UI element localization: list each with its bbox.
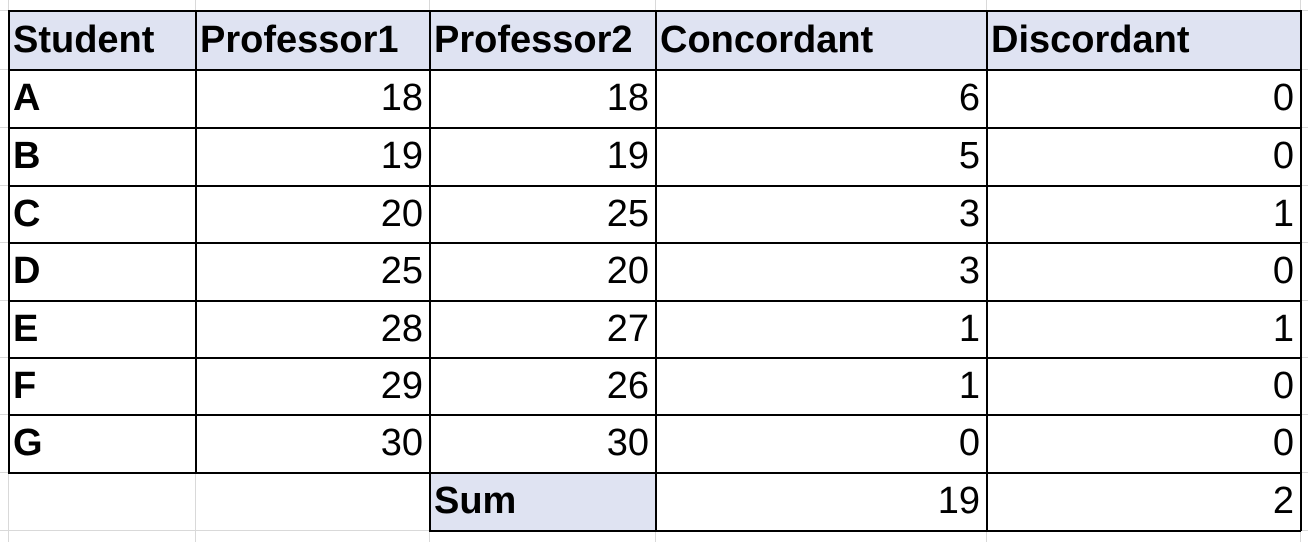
value-cell[interactable]: 1 (958, 364, 980, 407)
value-cell[interactable]: 3 (958, 192, 980, 235)
table-border-horizontal (8, 357, 1301, 359)
table-border-horizontal (8, 300, 1301, 302)
student-cell[interactable]: G (13, 422, 43, 464)
value-cell[interactable]: 0 (1272, 364, 1294, 407)
sum-concordant-cell[interactable]: 19 (937, 480, 980, 522)
table-border-horizontal (8, 10, 1301, 12)
header-cell-student[interactable]: Student (8, 10, 195, 69)
value-cell[interactable]: 25 (606, 192, 649, 235)
value-cell[interactable]: 3 (958, 250, 980, 292)
value-cell[interactable]: 18 (380, 77, 423, 119)
value-cell[interactable]: 0 (1272, 135, 1294, 177)
value-cell[interactable]: 25 (380, 250, 423, 292)
table-border-vertical (8, 10, 10, 473)
student-cell[interactable]: C (13, 192, 41, 235)
value-cell[interactable]: 19 (606, 135, 649, 177)
student-cell[interactable]: F (13, 364, 37, 407)
value-cell[interactable]: 30 (606, 422, 649, 464)
value-cell[interactable]: 0 (1272, 422, 1294, 464)
header-cell-concordant[interactable]: Concordant (655, 10, 986, 69)
sum-border-horizontal (429, 530, 1301, 532)
sum-border-vertical (655, 472, 657, 531)
table-border-vertical (195, 10, 197, 473)
value-cell[interactable]: 29 (380, 364, 423, 407)
header-cell-professor1[interactable]: Professor1 (195, 10, 429, 69)
value-cell[interactable]: 18 (606, 77, 649, 119)
table-border-horizontal (8, 414, 1301, 416)
value-cell[interactable]: 0 (1272, 250, 1294, 292)
value-cell[interactable]: 28 (380, 307, 423, 350)
header-cell-professor2[interactable]: Professor2 (429, 10, 655, 69)
table-border-vertical (429, 10, 431, 473)
value-cell[interactable]: 20 (606, 250, 649, 292)
value-cell[interactable]: 27 (606, 307, 649, 350)
sum-discordant-cell[interactable]: 2 (1272, 480, 1294, 522)
student-cell[interactable]: D (13, 250, 41, 292)
table-border-vertical (1300, 10, 1302, 473)
value-cell[interactable]: 0 (958, 422, 980, 464)
value-cell[interactable]: 30 (380, 422, 423, 464)
table-border-horizontal (8, 242, 1301, 244)
table-border-horizontal (8, 127, 1301, 129)
sum-border-vertical (429, 472, 431, 531)
value-cell[interactable]: 6 (958, 77, 980, 119)
value-cell[interactable]: 19 (380, 135, 423, 177)
value-cell[interactable]: 1 (958, 307, 980, 350)
value-cell[interactable]: 1 (1272, 307, 1294, 350)
student-cell[interactable]: A (13, 77, 41, 119)
value-cell[interactable]: 20 (380, 192, 423, 235)
table-border-horizontal (8, 472, 1301, 474)
student-cell[interactable]: B (13, 135, 41, 177)
table-border-horizontal (8, 185, 1301, 187)
sum-label-cell[interactable]: Sum (429, 472, 655, 530)
table-border-vertical (986, 10, 988, 473)
value-cell[interactable]: 5 (958, 135, 980, 177)
table-border-horizontal (8, 69, 1301, 71)
value-cell[interactable]: 1 (1272, 192, 1294, 235)
value-cell[interactable]: 26 (606, 364, 649, 407)
sum-border-vertical (986, 472, 988, 531)
header-cell-discordant[interactable]: Discordant (986, 10, 1300, 69)
value-cell[interactable]: 0 (1272, 77, 1294, 119)
table-border-vertical (655, 10, 657, 473)
student-cell[interactable]: E (13, 307, 39, 350)
sum-border-vertical (1300, 472, 1302, 531)
